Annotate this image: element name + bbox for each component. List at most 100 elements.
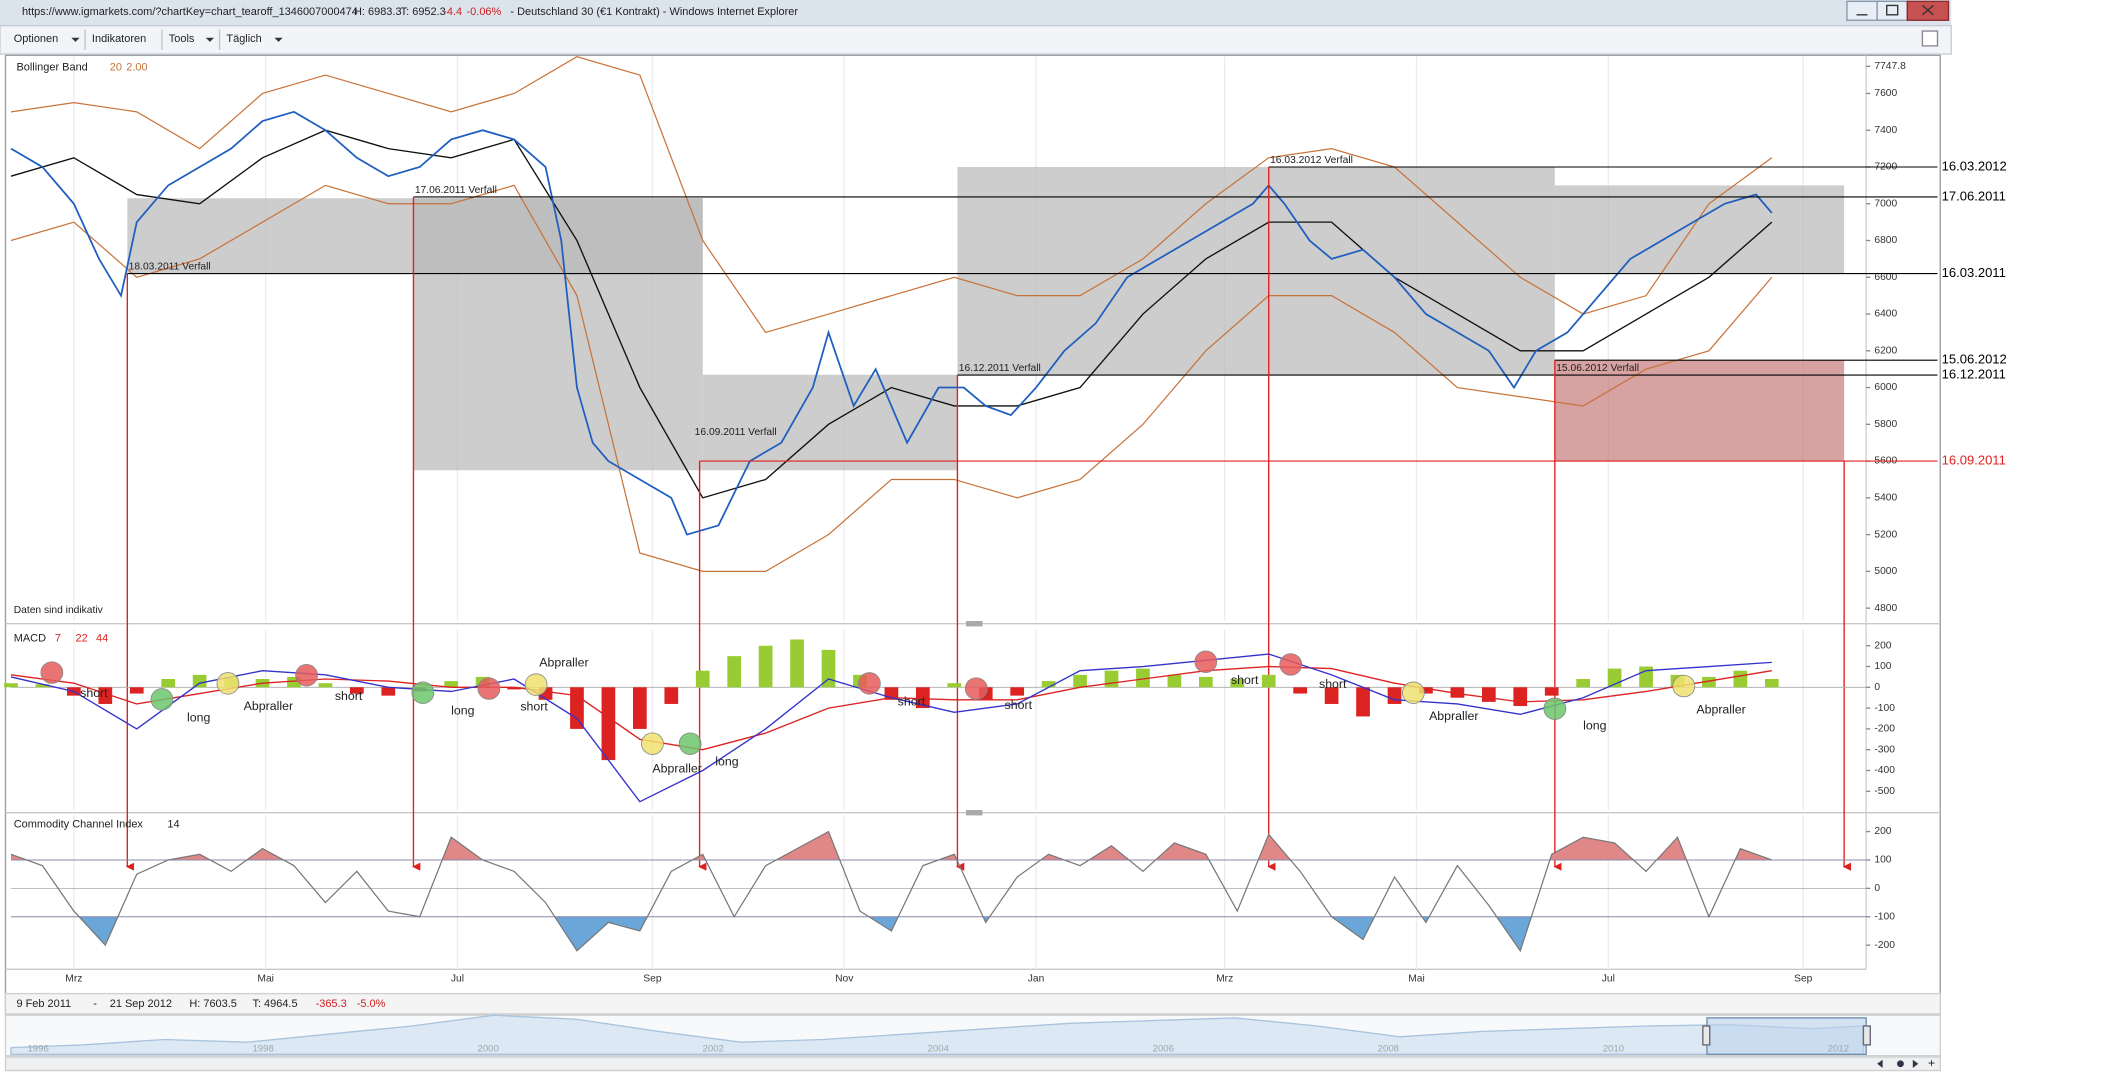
verfall-label: 17.06.2011 Verfall — [415, 185, 497, 196]
histogram-bar — [601, 687, 616, 761]
y-tick-label: 0 — [1874, 682, 1880, 693]
menu-tools[interactable]: Tools — [169, 33, 195, 45]
expiry-zone — [413, 198, 703, 471]
histogram-bar — [381, 687, 396, 696]
y-tick-label: 200 — [1874, 826, 1891, 837]
navigator-year: 2010 — [1603, 1044, 1624, 1055]
y-tick-label: 5200 — [1874, 529, 1897, 540]
histogram-bar — [98, 687, 113, 704]
y-tick-label: 7000 — [1874, 198, 1897, 209]
range-bar — [4, 992, 1941, 1015]
navigator-year: 2002 — [703, 1044, 724, 1055]
navigator-year: 2006 — [1153, 1044, 1174, 1055]
range-dash: - — [93, 998, 97, 1010]
menu-taeglich[interactable]: Täglich — [226, 33, 261, 45]
quote-low: T: 6952.3 — [401, 6, 446, 18]
y-tick-label: 5400 — [1874, 493, 1897, 504]
signal-label: Abpraller — [1696, 702, 1745, 716]
signal-marker — [1672, 674, 1696, 698]
y-tick-label: 6600 — [1874, 272, 1897, 283]
signal-marker — [1543, 697, 1567, 720]
lower-band — [10, 184, 1773, 572]
histogram-bar — [1324, 687, 1339, 704]
y-tick-label: 6200 — [1874, 346, 1897, 357]
y-tick-label: -200 — [1874, 724, 1895, 735]
window-url: https://www.igmarkets.com/?chartKey=char… — [22, 6, 358, 18]
toolbar — [0, 24, 1952, 55]
y-tick-label: 5000 — [1874, 566, 1897, 577]
quote-change-pct: -0.06% — [467, 6, 502, 18]
indicator-param: 20 — [110, 61, 122, 73]
histogram-bar — [349, 687, 364, 694]
y-tick-label: -500 — [1874, 786, 1895, 797]
navigator-year: 1996 — [27, 1044, 48, 1055]
histogram-bar — [1198, 676, 1213, 688]
minimize-button[interactable] — [1846, 0, 1878, 21]
navigator-handle[interactable] — [1702, 1025, 1711, 1046]
navigator-year: 1998 — [252, 1044, 273, 1055]
scroll-dot[interactable] — [1897, 1060, 1904, 1068]
zoom-button[interactable]: + — [1928, 1056, 1935, 1070]
expiry-level-label: 16.03.2012 — [1942, 158, 2007, 173]
signal-label: long — [1583, 719, 1607, 733]
histogram-bar — [695, 670, 710, 688]
histogram-bar — [1136, 668, 1150, 688]
histogram-bar — [570, 687, 584, 729]
navigator-handle[interactable] — [1862, 1025, 1871, 1046]
histogram-bar — [790, 639, 804, 688]
histogram-bar — [1041, 681, 1056, 688]
expiry-zone — [1554, 359, 1845, 462]
navigator-year: 2004 — [928, 1044, 950, 1055]
cci-line — [10, 830, 1773, 953]
y-tick-label: 5800 — [1874, 419, 1897, 430]
navigator-year: 2012 — [1828, 1044, 1849, 1055]
signal-label: short — [1005, 698, 1033, 712]
histogram-bar — [1544, 687, 1559, 696]
histogram-bar — [1261, 674, 1276, 688]
popout-button[interactable] — [1921, 30, 1939, 47]
signal-marker — [295, 664, 318, 687]
y-tick-label: -100 — [1874, 912, 1895, 923]
signal-label: Abpraller — [539, 655, 588, 669]
range-low: T: 4964.5 — [252, 998, 297, 1010]
indicator-param: 14 — [167, 819, 179, 831]
x-tick-label: Jul — [451, 973, 464, 984]
x-tick-label: Mrz — [1216, 973, 1233, 984]
menu-indikatoren[interactable]: Indikatoren — [92, 33, 146, 45]
navigator-year: 2008 — [1378, 1044, 1399, 1055]
window-title: - Deutschland 30 (€1 Kontrakt) - Windows… — [510, 6, 798, 18]
panel-handle[interactable] — [966, 621, 983, 627]
histogram-bar — [1356, 687, 1370, 717]
histogram-bar — [1104, 670, 1119, 688]
y-tick-label: 7600 — [1874, 88, 1897, 99]
y-tick-label: 6000 — [1874, 382, 1897, 393]
maximize-button[interactable] — [1876, 0, 1908, 21]
expiry-zone — [957, 166, 1555, 375]
signal-label: long — [187, 710, 211, 724]
signal-label: Abpraller — [652, 762, 701, 776]
histogram-bar — [1450, 687, 1465, 698]
histogram-bar — [1764, 679, 1779, 688]
y-tick-label: -300 — [1874, 744, 1895, 755]
expiry-zone — [702, 374, 958, 471]
signal-label: Abpraller — [1429, 709, 1478, 723]
signal-marker — [477, 677, 501, 700]
x-tick-label: Sep — [1794, 973, 1813, 984]
signal-marker — [1279, 653, 1303, 676]
data-note: Daten sind indikativ — [14, 605, 104, 616]
scrollbar[interactable] — [4, 1056, 1941, 1072]
histogram-bar — [1639, 666, 1653, 688]
dropdown-arrow — [274, 37, 283, 42]
signal-marker — [857, 672, 881, 695]
menu-optionen[interactable]: Optionen — [14, 33, 58, 45]
x-tick-label: Mai — [1408, 973, 1425, 984]
signal-marker — [40, 661, 64, 684]
expiry-level-label: 15.06.2012 — [1942, 352, 2007, 367]
histogram-bar — [821, 649, 836, 688]
indicator-param: 22 — [75, 632, 87, 644]
histogram-bar — [1293, 687, 1308, 694]
histogram-bar — [1702, 676, 1716, 688]
y-tick-label: 200 — [1874, 640, 1891, 651]
indicator-title: Commodity Channel Index — [14, 819, 144, 831]
panel-handle[interactable] — [966, 810, 983, 816]
